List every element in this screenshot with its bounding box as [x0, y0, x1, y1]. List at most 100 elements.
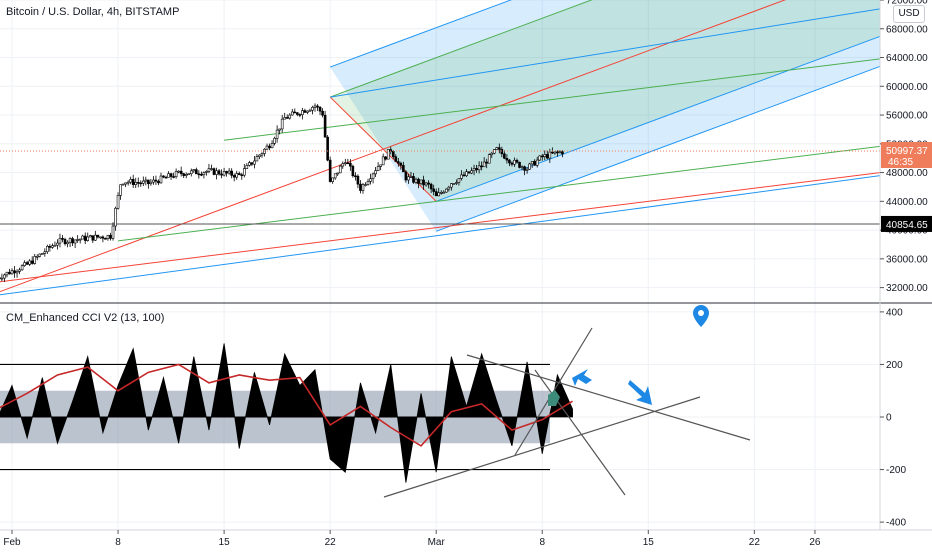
- candle: [284, 117, 286, 119]
- candle: [311, 107, 313, 110]
- candle: [524, 167, 526, 171]
- candle: [236, 174, 238, 178]
- candle: [183, 174, 185, 176]
- candle: [561, 152, 563, 154]
- candle: [3, 275, 5, 278]
- candle: [175, 171, 177, 176]
- y-tick-label: 68000.00: [886, 24, 928, 35]
- candle: [165, 177, 167, 178]
- indicator-title: CM_Enhanced CCI V2 (13, 100): [6, 312, 164, 324]
- candle: [216, 171, 218, 175]
- candle: [59, 238, 61, 243]
- candle: [541, 156, 543, 157]
- candle: [69, 239, 71, 243]
- x-tick-label: Feb: [3, 537, 21, 548]
- candle: [299, 114, 301, 115]
- candle: [44, 252, 46, 254]
- candle: [428, 183, 430, 184]
- candle: [218, 171, 220, 174]
- y-tick-label: 56000.00: [886, 111, 928, 122]
- candle: [173, 177, 175, 178]
- candle: [6, 272, 8, 275]
- candle: [200, 174, 202, 175]
- candle: [21, 266, 23, 270]
- cci-y-tick-label: 0: [886, 413, 892, 424]
- candle: [536, 160, 538, 165]
- candle: [1, 278, 3, 279]
- candle: [178, 171, 180, 172]
- candle: [208, 169, 210, 172]
- candle: [120, 185, 122, 196]
- currency-button[interactable]: USD: [893, 5, 925, 23]
- candle: [556, 152, 558, 153]
- candle: [147, 180, 149, 184]
- candle: [344, 163, 346, 164]
- candle: [51, 246, 53, 248]
- candle: [74, 240, 76, 243]
- x-tick-label: 8: [115, 537, 121, 548]
- candle: [195, 170, 197, 174]
- candle: [365, 185, 367, 186]
- candle: [377, 166, 379, 170]
- candle: [170, 174, 172, 177]
- candle: [140, 183, 142, 184]
- candle: [339, 166, 341, 173]
- candle: [31, 261, 33, 264]
- candle: [210, 169, 212, 170]
- candle: [317, 106, 319, 107]
- candle: [445, 189, 447, 192]
- candle: [382, 157, 384, 165]
- candle: [349, 163, 351, 166]
- candle: [415, 179, 417, 182]
- candle: [471, 171, 473, 173]
- candle: [481, 166, 483, 167]
- candle: [337, 173, 339, 174]
- candle: [269, 146, 271, 148]
- candle: [486, 162, 488, 163]
- candle: [109, 235, 111, 238]
- candle: [188, 174, 190, 175]
- candle: [549, 152, 551, 158]
- candle: [226, 171, 228, 173]
- candle: [435, 192, 437, 196]
- candle: [67, 242, 69, 244]
- x-tick-label: 26: [809, 537, 821, 548]
- candle: [29, 261, 31, 264]
- candle: [274, 138, 276, 143]
- cci-y-tick-label: -200: [886, 465, 906, 476]
- candle: [526, 169, 528, 170]
- candle: [559, 152, 561, 153]
- candle: [286, 117, 288, 118]
- last-price-countdown: 46:35: [888, 157, 913, 168]
- candle: [362, 185, 364, 191]
- candle: [473, 168, 475, 170]
- candle: [392, 151, 394, 156]
- candle: [145, 180, 147, 181]
- candle: [314, 106, 316, 107]
- candle: [198, 174, 200, 175]
- candle: [271, 143, 273, 147]
- candle: [261, 153, 263, 155]
- candle: [322, 111, 324, 115]
- candle: [534, 161, 536, 165]
- candle: [420, 180, 422, 184]
- candle: [438, 193, 440, 196]
- candle: [332, 178, 334, 182]
- candle: [62, 238, 64, 239]
- candle: [115, 208, 117, 226]
- candle: [521, 167, 523, 168]
- candle: [150, 182, 152, 184]
- arrow-marker-1: [572, 369, 592, 386]
- candle: [554, 152, 556, 153]
- candle: [251, 163, 253, 165]
- candle: [228, 171, 230, 173]
- candle: [304, 111, 306, 113]
- candle: [248, 163, 250, 166]
- candle: [168, 174, 170, 178]
- candle: [367, 181, 369, 184]
- candle: [36, 256, 38, 257]
- x-tick-label: 22: [325, 537, 337, 548]
- candle: [14, 271, 16, 273]
